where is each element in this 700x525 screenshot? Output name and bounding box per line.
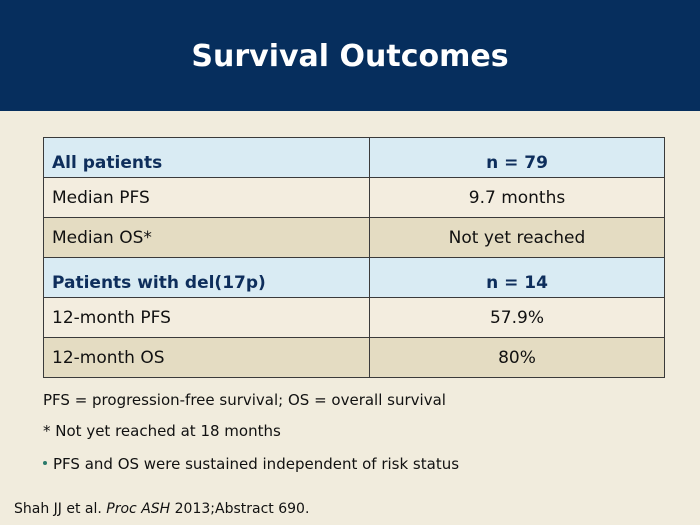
slide-header [0, 0, 700, 111]
abbreviation-note: PFS = progression-free survival; OS = ov… [43, 391, 446, 409]
row-label: Median PFS [43, 177, 370, 218]
citation-rest: 2013;Abstract 690. [170, 501, 310, 517]
row-value: 9.7 months [369, 177, 665, 218]
slide-title: Survival Outcomes [191, 39, 509, 74]
citation-authors: Shah JJ et al. [14, 501, 107, 517]
row-value: Not yet reached [369, 217, 665, 258]
row-label: Patients with del(17p) [43, 257, 370, 298]
table-row: All patients n = 79 [43, 137, 665, 178]
row-value: n = 14 [369, 257, 665, 298]
row-label: 12-month PFS [43, 297, 370, 338]
survival-table: All patients n = 79 Median PFS 9.7 month… [43, 137, 665, 378]
table-row: Median PFS 9.7 months [43, 177, 665, 218]
bullet-icon [43, 460, 47, 465]
row-label: Median OS* [43, 217, 370, 258]
citation-journal: Proc ASH [106, 501, 171, 517]
table-row: Median OS* Not yet reached [43, 217, 665, 258]
table-row: 12-month PFS 57.9% [43, 297, 665, 338]
row-label: All patients [43, 137, 370, 178]
bullet-text: PFS and OS were sustained independent of… [53, 455, 460, 473]
bullet-point: PFS and OS were sustained independent of… [43, 455, 459, 473]
row-value: n = 79 [369, 137, 665, 178]
table-row: 12-month OS 80% [43, 337, 665, 378]
table-row: Patients with del(17p) n = 14 [43, 257, 665, 298]
row-value: 57.9% [369, 297, 665, 338]
row-label: 12-month OS [43, 337, 370, 378]
asterisk-note: * Not yet reached at 18 months [43, 422, 281, 440]
citation: Shah JJ et al. Proc ASH 2013;Abstract 69… [14, 501, 309, 517]
row-value: 80% [369, 337, 665, 378]
